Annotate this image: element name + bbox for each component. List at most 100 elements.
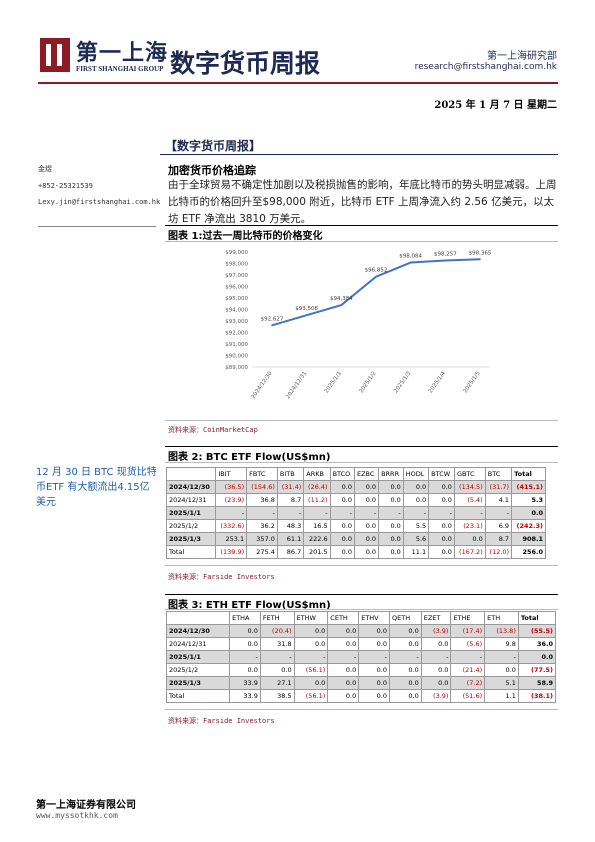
figure3-title-rule (165, 609, 558, 610)
flow-value-cell: 58.9 (517, 676, 557, 690)
price-data-label: $93,508 (295, 306, 318, 312)
flow-value-cell: - (484, 650, 519, 664)
column-header: EZBC (353, 467, 380, 481)
flow-value-cell: 36.0 (517, 637, 557, 651)
figure1-top-rule (165, 225, 558, 226)
price-point (340, 304, 343, 306)
column-header: HODL (402, 467, 430, 481)
flow-value-cell: 31.8 (259, 637, 295, 651)
price-point (409, 261, 412, 264)
row-date-cell: 2024/12/31 (165, 637, 231, 651)
flow-value-cell: 0.0 (420, 663, 452, 677)
column-header: FBTC (246, 467, 278, 481)
btc-price-chart-svg: $99,000 $98,000 $97,000 $96,000 $95,000 $94,0… (225, 250, 492, 400)
price-point (375, 275, 377, 278)
row-date-cell: 2025/1/3 (165, 532, 217, 546)
x-tick-label: 2025/1/4 (428, 370, 447, 394)
flow-value-cell: (51.6) (450, 689, 486, 703)
flow-value-cell: (56.1) (293, 663, 329, 677)
flow-value-cell: (3.9) (420, 624, 452, 638)
flow-value-cell: 0.0 (353, 519, 380, 533)
column-header: QETH (389, 611, 422, 625)
column-header: BRRR (378, 467, 404, 481)
column-header: CETH (327, 611, 360, 625)
flow-value-cell: 61.1 (276, 532, 305, 546)
flow-value-cell: 0.0 (293, 624, 329, 638)
price-point (271, 324, 273, 327)
flow-value-cell: 0.0 (327, 624, 360, 638)
row-date-cell: Total (165, 689, 231, 703)
flow-value-cell: (12.0) (484, 545, 513, 559)
flow-value-cell: 0.0 (420, 676, 452, 690)
y-tick-label: $97,000 (225, 273, 248, 279)
flow-value-cell: 0.0 (453, 532, 486, 546)
flow-value-cell: 38.5 (259, 689, 295, 703)
flow-value-cell: 0.0 (420, 637, 452, 651)
flow-value-cell: (31.4) (276, 480, 305, 494)
y-tick-label: $92,000 (225, 331, 248, 337)
flow-value-cell: 36.2 (246, 519, 278, 533)
logo-chinese-text: 第一上海 (76, 40, 169, 66)
flow-value-cell: - (450, 650, 486, 664)
x-tick-label: 2025/1/5 (463, 370, 482, 394)
flow-value-cell: (55.5) (517, 624, 557, 638)
flow-value-cell: 27.1 (259, 676, 295, 690)
author-phone: +852-25321539 (38, 182, 93, 190)
flow-value-cell: 5.3 (511, 493, 546, 507)
flow-value-cell: 357.0 (246, 532, 278, 546)
flow-value-cell: (7.2) (450, 676, 486, 690)
article-body: 由于全球贸易不确定性加剧以及税损抛售的影响，年底比特币的势头明显减弱。上周比特币… (168, 179, 557, 225)
x-tick-label: 2024/12/31 (285, 371, 308, 400)
flow-value-cell: - (327, 650, 360, 664)
flow-value-cell: 0.0 (428, 519, 455, 533)
logo-english-text: FIRST SHANGHAI GROUP (76, 65, 164, 73)
flow-value-cell: - (484, 506, 513, 520)
row-date-cell: 2025/1/2 (165, 519, 217, 533)
column-header: ETHW (293, 611, 329, 625)
flow-value-cell: 86.7 (276, 545, 305, 559)
author-name: 金煜 (38, 165, 52, 173)
table-header-row: IBIT FBTC BITB ARKB BTCO EZBC BRRR HODL BTCW GBTC… (165, 467, 546, 481)
y-tick-label: $93,000 (225, 319, 248, 325)
y-tick-label: $99,000 (225, 250, 248, 256)
figure1-source: 资料来源：CoinMarketCap (168, 426, 258, 434)
figure1-title-rule (165, 241, 558, 242)
flow-value-cell: 0.0 (378, 519, 404, 533)
flow-value-cell: 0.0 (358, 624, 391, 638)
footer-website-link[interactable]: www.myssotkhk.com (36, 811, 118, 820)
y-tick-label: $95,000 (225, 296, 248, 302)
author-divider (38, 226, 156, 227)
flow-value-cell: 0.0 (353, 545, 380, 559)
author-email-link[interactable]: Lexy.jin@firstshanghai.com.hk (38, 198, 161, 206)
flow-value-cell: 0.0 (327, 637, 360, 651)
column-header: IBIT (215, 467, 248, 481)
flow-value-cell: 0.0 (329, 532, 355, 546)
figure2-top-rule (165, 446, 558, 447)
y-tick-label: $94,000 (225, 308, 248, 314)
price-data-label: $98,084 (399, 254, 422, 260)
flow-value-cell: (36.5) (215, 480, 248, 494)
flow-value-cell: 0.0 (402, 480, 430, 494)
flow-value-cell: (77.5) (517, 663, 557, 677)
y-tick-label: $96,000 (225, 285, 248, 291)
flow-value-cell: (5.6) (450, 637, 486, 651)
table-header-row: ETHA FETH ETHW CETH ETHV QETH EZET ETHE ETH Total (165, 611, 557, 625)
research-email-link[interactable]: research@firstshanghai.com.hk (414, 62, 557, 72)
flow-value-cell: 0.0 (428, 532, 455, 546)
flow-value-cell: 0.0 (428, 480, 455, 494)
flow-value-cell: (11.2) (303, 493, 331, 507)
flow-value-cell: - (453, 506, 486, 520)
figure2-title: 图表 2: BTC ETF Flow(US$mn) (168, 452, 331, 463)
column-header: BITB (276, 467, 305, 481)
table-row: 2025/1/2 (332.6) 36.2 48.3 16.5 0.0 0.0 0.0 5.5 0… (165, 519, 546, 533)
flow-value-cell: 0.0 (229, 637, 261, 651)
flow-value-cell: (26.4) (303, 480, 331, 494)
flow-value-cell: 0.0 (229, 624, 261, 638)
row-date-cell: 2024/12/31 (165, 493, 217, 507)
table-row: 2025/1/1- - - - - - - - - - -0.0 (165, 506, 546, 520)
flow-value-cell: 0.0 (327, 663, 360, 677)
table-row: 2025/1/2 0.0 0.0 (56.1) 0.0 0.0 0.0 0.0 (21.4) 0.… (165, 663, 557, 677)
btc-etf-flow-table: IBIT FBTC BITB ARKB BTCO EZBC BRRR HODL BTCW GBTC… (165, 467, 546, 559)
flow-value-cell: (31.7) (484, 480, 513, 494)
column-header: BTC (484, 467, 513, 481)
